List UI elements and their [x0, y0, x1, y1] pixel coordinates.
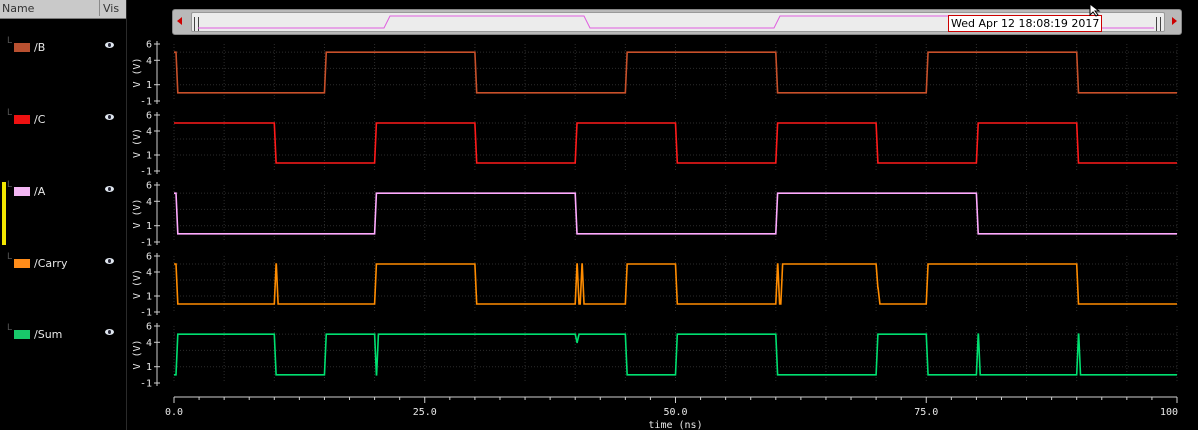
- y-tick-label: 1: [146, 362, 152, 373]
- scroll-right-arrow-icon[interactable]: [1172, 17, 1177, 25]
- signal-color-swatch: [14, 187, 30, 196]
- y-tick-label: 6: [146, 40, 152, 51]
- signal-row[interactable]: L/B: [0, 36, 126, 58]
- row-marker-icon: L: [7, 323, 13, 333]
- y-tick-label: 1: [146, 292, 152, 303]
- signal-label: /Carry: [34, 257, 68, 270]
- signal-label: /A: [34, 185, 46, 198]
- signal-row[interactable]: L/Carry: [0, 252, 126, 274]
- y-axis-label: V (V): [132, 269, 143, 299]
- date-stamp: Wed Apr 12 18:08:19 2017: [948, 15, 1103, 32]
- signal-row[interactable]: L/A: [0, 180, 126, 202]
- x-axis-label: time (ns): [648, 420, 702, 430]
- x-tick-label: 100: [1160, 407, 1178, 418]
- signal-browser-header: Name Vis: [0, 0, 126, 19]
- mouse-pointer-icon: [1089, 3, 1101, 17]
- signal-label: /B: [34, 41, 46, 54]
- y-tick-label: -1: [140, 167, 152, 178]
- y-axis-label: V (V): [132, 57, 143, 87]
- y-tick-label: 4: [146, 197, 152, 208]
- y-tick-label: -1: [140, 308, 152, 319]
- signal-color-swatch: [14, 115, 30, 124]
- y-tick-label: 6: [146, 111, 152, 122]
- row-marker-icon: L: [7, 108, 13, 118]
- y-tick-label: 4: [146, 127, 152, 138]
- x-tick-label: 50.0: [663, 407, 687, 418]
- column-header-name[interactable]: Name: [2, 2, 35, 15]
- signal-browser: Name Vis L/B L/C L/A L/Carry L/Sum: [0, 0, 127, 430]
- visibility-eye-icon[interactable]: [105, 114, 114, 120]
- signal-label: /C: [34, 113, 46, 126]
- row-marker-icon: L: [7, 252, 13, 262]
- signal-label: /Sum: [34, 328, 63, 341]
- waveform-trace-4: [174, 333, 1177, 376]
- visibility-eye-icon[interactable]: [105, 186, 114, 192]
- thumb-right-grip-icon[interactable]: [1156, 17, 1161, 31]
- y-tick-label: 1: [146, 80, 152, 91]
- waveform-trace-1: [174, 122, 1177, 164]
- visibility-eye-icon[interactable]: [105, 258, 114, 264]
- visibility-eye-icon[interactable]: [105, 329, 114, 335]
- scroll-left-arrow-icon[interactable]: [177, 17, 182, 25]
- y-tick-label: 4: [146, 268, 152, 279]
- y-tick-label: 1: [146, 151, 152, 162]
- x-tick-label: 0.0: [165, 407, 183, 418]
- y-axis-label: V (V): [132, 128, 143, 158]
- signal-color-swatch: [14, 330, 30, 339]
- column-header-vis[interactable]: Vis: [99, 0, 119, 16]
- selection-indicator: [2, 182, 6, 245]
- y-tick-label: 1: [146, 221, 152, 232]
- row-marker-icon: L: [7, 180, 13, 190]
- y-tick-label: 6: [146, 252, 152, 263]
- y-tick-label: -1: [140, 238, 152, 249]
- waveform-trace-3: [174, 263, 1177, 305]
- y-tick-label: 4: [146, 338, 152, 349]
- x-tick-label: 75.0: [914, 407, 938, 418]
- signal-color-swatch: [14, 43, 30, 52]
- waveform-trace-0: [174, 51, 1177, 94]
- signal-row[interactable]: L/C: [0, 108, 126, 130]
- y-tick-label: 4: [146, 56, 152, 67]
- visibility-eye-icon[interactable]: [105, 42, 114, 48]
- y-tick-label: 6: [146, 322, 152, 333]
- y-axis-label: V (V): [132, 198, 143, 228]
- waveform-trace-2: [174, 192, 1177, 235]
- signal-color-swatch: [14, 259, 30, 268]
- y-axis-label: V (V): [132, 339, 143, 369]
- x-tick-label: 25.0: [413, 407, 437, 418]
- y-tick-label: 6: [146, 181, 152, 192]
- thumb-left-grip-icon[interactable]: [194, 17, 199, 31]
- signal-row[interactable]: L/Sum: [0, 323, 126, 345]
- y-tick-label: -1: [140, 97, 152, 108]
- y-tick-label: -1: [140, 379, 152, 390]
- row-marker-icon: L: [7, 36, 13, 46]
